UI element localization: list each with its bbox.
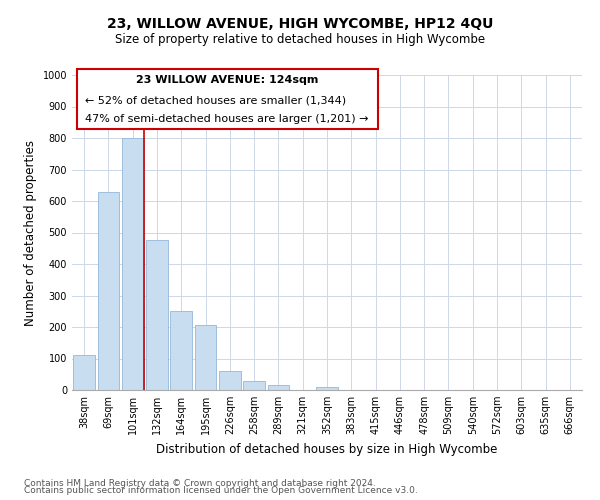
Bar — [268, 386, 289, 390]
Y-axis label: Number of detached properties: Number of detached properties — [24, 140, 37, 326]
Bar — [243, 380, 265, 390]
Bar — [170, 311, 192, 390]
Bar — [194, 326, 217, 390]
FancyBboxPatch shape — [77, 68, 378, 128]
Bar — [73, 356, 95, 390]
Bar — [219, 371, 241, 390]
Bar — [146, 240, 168, 390]
Text: 47% of semi-detached houses are larger (1,201) →: 47% of semi-detached houses are larger (… — [85, 114, 368, 124]
Text: Contains public sector information licensed under the Open Government Licence v3: Contains public sector information licen… — [24, 486, 418, 495]
Text: 23 WILLOW AVENUE: 124sqm: 23 WILLOW AVENUE: 124sqm — [136, 75, 319, 85]
Bar — [122, 138, 143, 390]
Bar — [316, 387, 338, 390]
Text: 23, WILLOW AVENUE, HIGH WYCOMBE, HP12 4QU: 23, WILLOW AVENUE, HIGH WYCOMBE, HP12 4Q… — [107, 18, 493, 32]
X-axis label: Distribution of detached houses by size in High Wycombe: Distribution of detached houses by size … — [157, 442, 497, 456]
Text: Contains HM Land Registry data © Crown copyright and database right 2024.: Contains HM Land Registry data © Crown c… — [24, 478, 376, 488]
Text: Size of property relative to detached houses in High Wycombe: Size of property relative to detached ho… — [115, 32, 485, 46]
Text: ← 52% of detached houses are smaller (1,344): ← 52% of detached houses are smaller (1,… — [85, 96, 346, 106]
Bar — [97, 192, 119, 390]
